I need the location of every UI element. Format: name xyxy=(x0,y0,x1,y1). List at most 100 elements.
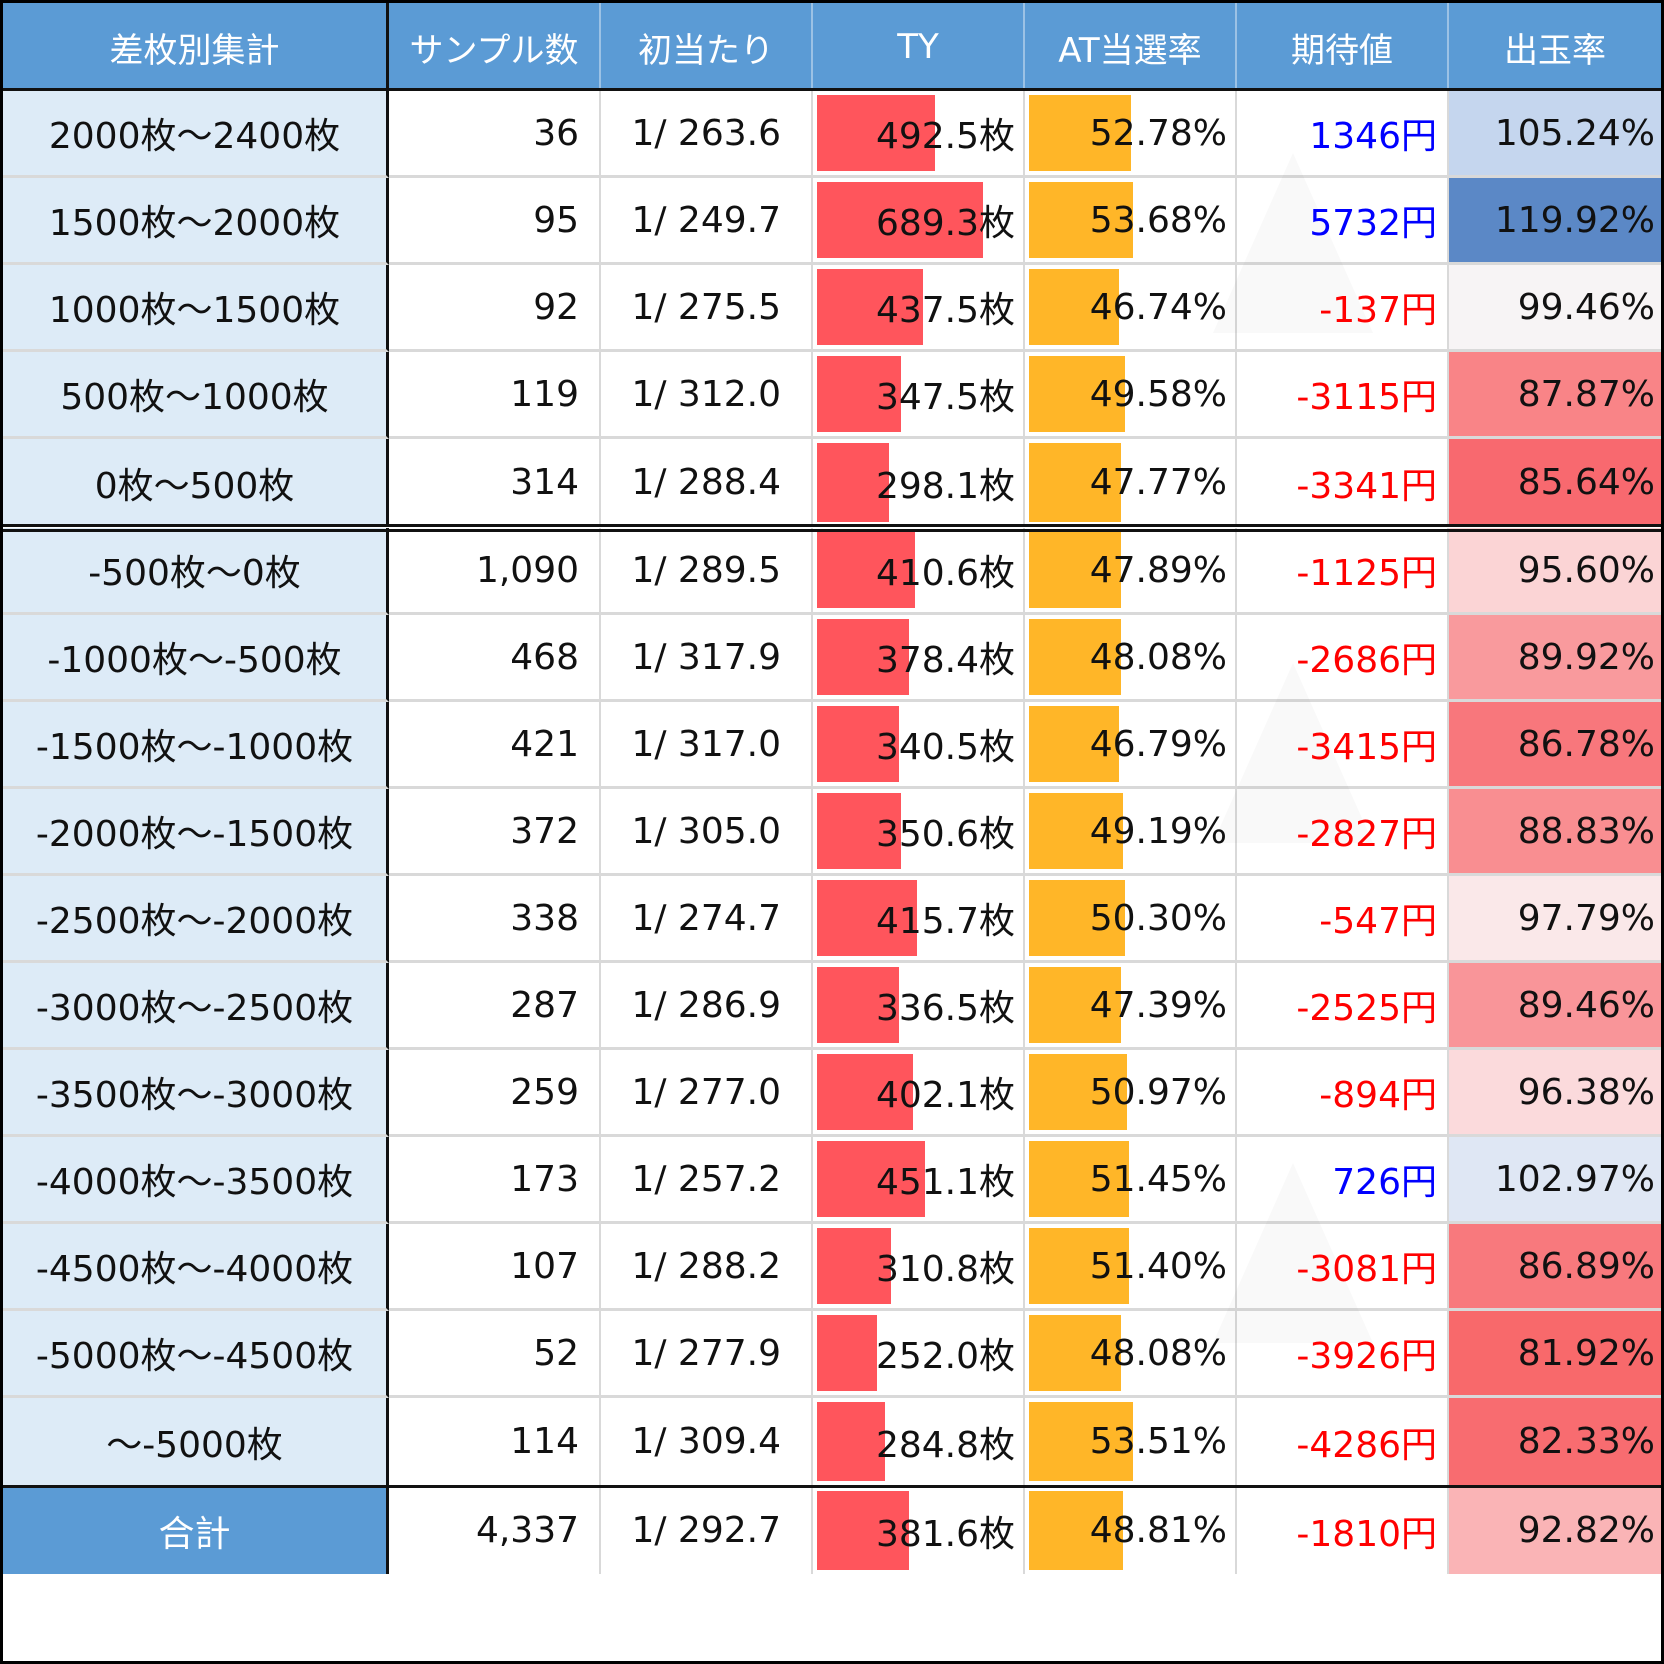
table-row: -3000枚～-2500枚 287 1/ 286.9 336.5枚 47.39%… xyxy=(3,963,1661,1050)
samples-cell: 52 xyxy=(389,1311,601,1398)
ty-cell: 402.1枚 xyxy=(813,1050,1025,1137)
expected-cell: 5732円 xyxy=(1237,178,1449,265)
samples-cell: 92 xyxy=(389,265,601,352)
header-first-hit: 初当たり xyxy=(601,3,813,91)
samples-value: 52 xyxy=(533,1332,579,1374)
group-divider xyxy=(3,529,1661,532)
range-label: -500枚～0枚 xyxy=(88,553,301,594)
at-rate-data-bar xyxy=(1029,1228,1129,1304)
range-label: -1500枚～-1000枚 xyxy=(35,727,354,768)
table-row: -1000枚～-500枚 468 1/ 317.9 378.4枚 48.08% … xyxy=(3,615,1661,702)
payout-cell: 87.87% xyxy=(1449,352,1661,439)
expected-cell: -3341円 xyxy=(1237,439,1449,526)
payout-value: 102.97% xyxy=(1494,1158,1655,1200)
range-label: 1000枚～1500枚 xyxy=(48,290,341,331)
expected-cell: -3926円 xyxy=(1237,1311,1449,1398)
range-label: -2000枚～-1500枚 xyxy=(35,814,354,855)
ty-cell: 451.1枚 xyxy=(813,1137,1025,1224)
at-rate-data-bar xyxy=(1029,1315,1121,1391)
payout-cell: 96.38% xyxy=(1449,1050,1661,1137)
ty-value: 310.8枚 xyxy=(875,1249,1015,1290)
range-cell: -500枚～0枚 xyxy=(3,528,389,615)
first-hit-cell: 1/ 317.0 xyxy=(601,702,813,789)
total-divider xyxy=(3,1485,1661,1488)
ty-data-bar xyxy=(817,1402,885,1481)
samples-cell: 314 xyxy=(389,439,601,526)
range-label: -3500枚～-3000枚 xyxy=(35,1075,354,1116)
group-divider xyxy=(3,524,1661,527)
ty-value: 381.6枚 xyxy=(875,1513,1015,1555)
ty-data-bar xyxy=(817,356,901,432)
at-rate-value: 46.79% xyxy=(1089,723,1227,765)
range-cell: -3500枚～-3000枚 xyxy=(3,1050,389,1137)
payout-cell: 89.92% xyxy=(1449,615,1661,702)
table-row: -1500枚～-1000枚 421 1/ 317.0 340.5枚 46.79%… xyxy=(3,702,1661,789)
at-rate-cell: 46.79% xyxy=(1025,702,1237,789)
payout-value: 105.24% xyxy=(1494,112,1655,154)
payout-value: 96.38% xyxy=(1517,1071,1655,1113)
header-samples: サンプル数 xyxy=(389,3,601,91)
payout-cell: 97.79% xyxy=(1449,876,1661,963)
at-rate-data-bar xyxy=(1029,95,1131,171)
table-header-row: 差枚別集計 サンプル数 初当たり TY AT当選率 期待値 出玉率 xyxy=(3,3,1661,91)
range-cell: -3000枚～-2500枚 xyxy=(3,963,389,1050)
table-row: -4500枚～-4000枚 107 1/ 288.2 310.8枚 51.40%… xyxy=(3,1224,1661,1311)
expected-cell: -1125円 xyxy=(1237,528,1449,615)
samples-value: 114 xyxy=(510,1421,579,1462)
first-hit-cell: 1/ 289.5 xyxy=(601,528,813,615)
ty-cell: 347.5枚 xyxy=(813,352,1025,439)
table-row: ～-5000枚 114 1/ 309.4 284.8枚 53.51% -4286… xyxy=(3,1398,1661,1485)
header-payout: 出玉率 xyxy=(1449,3,1661,91)
range-label: 0枚～500枚 xyxy=(94,465,295,507)
payout-cell: 119.92% xyxy=(1449,178,1661,265)
total-row: 合計 4,337 1/ 292.7 381.6枚 48.81% -1810円 9… xyxy=(3,1487,1661,1574)
ty-value: 252.0枚 xyxy=(875,1336,1015,1377)
payout-cell: 81.92% xyxy=(1449,1311,1661,1398)
expected-cell: -2827円 xyxy=(1237,789,1449,876)
table-row: -2500枚～-2000枚 338 1/ 274.7 415.7枚 50.30%… xyxy=(3,876,1661,963)
ty-data-bar xyxy=(817,619,909,695)
at-rate-value: 47.77% xyxy=(1089,462,1227,503)
range-label: 500枚～1000枚 xyxy=(60,377,329,418)
header-range: 差枚別集計 xyxy=(3,3,389,91)
first-hit-value: 1/ 286.9 xyxy=(631,984,781,1026)
header-label: TY xyxy=(897,27,939,67)
expected-cell: -1810円 xyxy=(1237,1487,1449,1574)
range-cell: -5000枚～-4500枚 xyxy=(3,1311,389,1398)
first-hit-cell: 1/ 312.0 xyxy=(601,352,813,439)
ty-cell: 689.3枚 xyxy=(813,178,1025,265)
ty-value: 347.5枚 xyxy=(875,377,1015,418)
range-cell: 2000枚～2400枚 xyxy=(3,91,389,178)
range-cell: 500枚～1000枚 xyxy=(3,352,389,439)
expected-value: 5732円 xyxy=(1309,203,1437,244)
first-hit-cell: 1/ 263.6 xyxy=(601,91,813,178)
payout-value: 87.87% xyxy=(1517,373,1655,415)
range-cell: 1000枚～1500枚 xyxy=(3,265,389,352)
expected-cell: -3081円 xyxy=(1237,1224,1449,1311)
payout-value: 89.46% xyxy=(1517,984,1655,1026)
payout-value: 86.89% xyxy=(1517,1245,1655,1287)
first-hit-value: 1/ 257.2 xyxy=(631,1158,781,1200)
at-rate-value: 48.08% xyxy=(1089,1332,1227,1374)
expected-value: -1810円 xyxy=(1296,1513,1437,1555)
expected-value: 1346円 xyxy=(1309,116,1437,157)
first-hit-value: 1/ 275.5 xyxy=(631,286,781,328)
range-label: -1000枚～-500枚 xyxy=(47,640,342,681)
at-rate-cell: 47.89% xyxy=(1025,528,1237,615)
samples-value: 421 xyxy=(510,723,579,765)
at-rate-cell: 49.19% xyxy=(1025,789,1237,876)
expected-value: -547円 xyxy=(1319,901,1437,942)
payout-cell: 89.46% xyxy=(1449,963,1661,1050)
payout-cell: 102.97% xyxy=(1449,1137,1661,1224)
at-rate-value: 50.30% xyxy=(1089,897,1227,939)
at-rate-data-bar xyxy=(1029,182,1133,258)
payout-value: 88.83% xyxy=(1517,810,1655,852)
at-rate-cell: 48.08% xyxy=(1025,1311,1237,1398)
ty-value: 689.3枚 xyxy=(875,203,1015,244)
range-label: -5000枚～-4500枚 xyxy=(35,1336,354,1377)
payout-cell: 82.33% xyxy=(1449,1398,1661,1485)
header-at-rate: AT当選率 xyxy=(1025,3,1237,91)
ty-data-bar xyxy=(817,880,917,956)
payout-cell: 88.83% xyxy=(1449,789,1661,876)
